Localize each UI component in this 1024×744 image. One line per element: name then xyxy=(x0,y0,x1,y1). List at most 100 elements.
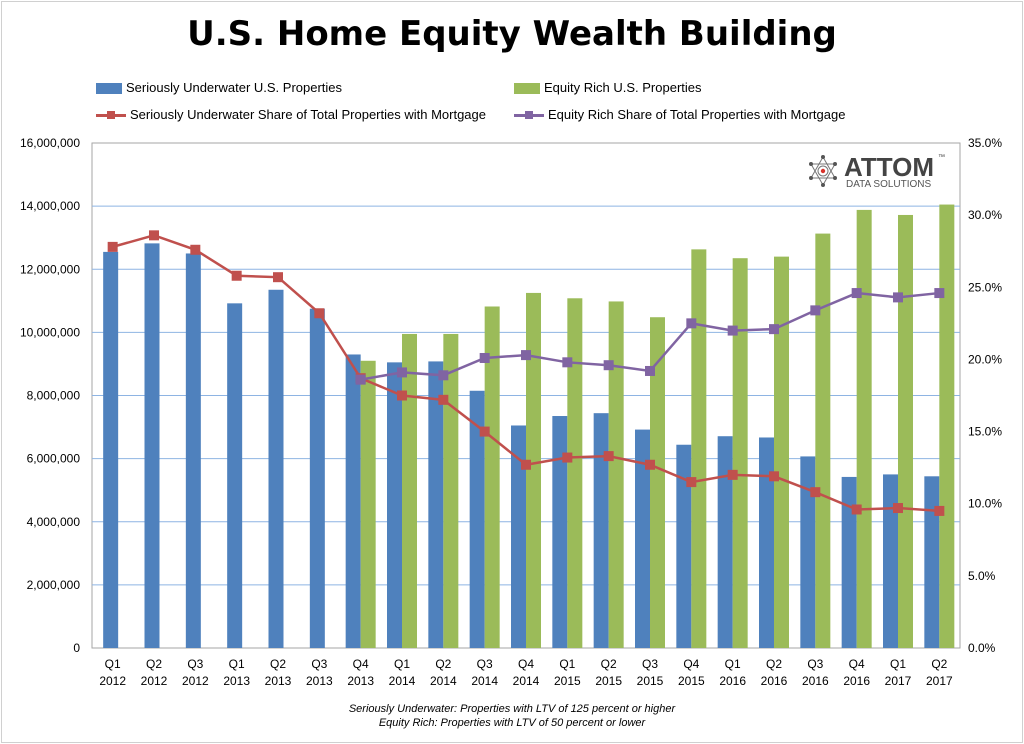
x-tick-label-quarter: Q3 xyxy=(311,657,327,671)
underwater-share-marker xyxy=(273,272,283,283)
bar-equity-rich xyxy=(856,209,872,648)
x-tick-label-year: 2016 xyxy=(802,674,829,688)
bar-equity-rich xyxy=(732,258,748,648)
x-tick-label-year: 2014 xyxy=(471,674,498,688)
y-right-tick-label: 10.0% xyxy=(968,497,1002,511)
equity-rich-share-marker xyxy=(355,374,366,385)
equity-rich-share-marker xyxy=(810,305,821,316)
equity-rich-share-marker xyxy=(934,288,945,299)
y-right-tick-label: 0.0% xyxy=(968,641,996,655)
legend-swatch-purple-line xyxy=(514,110,544,121)
underwater-share-marker xyxy=(851,504,862,515)
y-right-tick-label: 15.0% xyxy=(968,425,1002,439)
underwater-share-marker xyxy=(603,451,614,462)
underwater-share-marker xyxy=(521,459,531,470)
bar-equity-rich xyxy=(360,360,376,648)
underwater-share-marker xyxy=(893,503,903,514)
x-tick-label-quarter: Q4 xyxy=(518,657,534,671)
bar-equity-rich xyxy=(898,214,913,648)
x-tick-label-quarter: Q1 xyxy=(229,657,245,671)
x-tick-label-quarter: Q1 xyxy=(105,657,121,671)
bar-underwater xyxy=(759,437,774,648)
bar-underwater xyxy=(387,362,402,648)
y-left-tick-label: 2,000,000 xyxy=(27,578,81,592)
bar-underwater xyxy=(841,476,857,648)
bar-equity-rich xyxy=(484,306,500,648)
equity-rich-share-marker xyxy=(397,367,407,378)
equity-rich-share-marker xyxy=(851,288,862,299)
y-left-tick-label: 4,000,000 xyxy=(27,515,81,529)
bar-underwater xyxy=(676,444,692,648)
bar-underwater xyxy=(103,251,119,648)
legend-item-equity-line: Equity Rich Share of Total Properties wi… xyxy=(514,105,845,125)
x-tick-label-quarter: Q2 xyxy=(766,657,782,671)
x-tick-label-year: 2016 xyxy=(761,674,788,688)
logo-tagline: DATA SOLUTIONS xyxy=(846,179,932,190)
x-tick-label-year: 2017 xyxy=(885,674,912,688)
x-tick-label-quarter: Q3 xyxy=(477,657,493,671)
x-tick-label-year: 2012 xyxy=(182,674,209,688)
x-tick-label-year: 2015 xyxy=(595,674,622,688)
bar-equity-rich xyxy=(608,301,624,648)
legend-label-underwater-line: Seriously Underwater Share of Total Prop… xyxy=(130,107,486,122)
equity-rich-share-marker xyxy=(438,370,449,381)
y-left-tick-label: 14,000,000 xyxy=(20,199,80,213)
x-tick-label-year: 2016 xyxy=(719,674,746,688)
bar-equity-rich xyxy=(402,333,417,648)
underwater-share-marker xyxy=(686,477,697,488)
bar-equity-rich xyxy=(691,249,707,648)
underwater-share-marker xyxy=(149,230,159,241)
x-tick-label-quarter: Q1 xyxy=(394,657,410,671)
bar-underwater xyxy=(469,390,485,648)
y-left-tick-label: 0 xyxy=(73,641,80,655)
underwater-share-marker xyxy=(769,471,779,482)
y-right-tick-label: 25.0% xyxy=(968,280,1002,294)
x-tick-label-year: 2017 xyxy=(926,674,953,688)
bar-underwater xyxy=(511,425,526,648)
bar-underwater xyxy=(800,456,816,648)
footnote-equity-rich: Equity Rich: Properties with LTV of 50 p… xyxy=(378,717,646,729)
underwater-share-marker xyxy=(190,244,201,255)
logo-trademark: ™ xyxy=(938,154,945,161)
bar-underwater xyxy=(552,416,568,648)
footnotes: Seriously Underwater: Properties with LT… xyxy=(0,702,1024,730)
x-tick-label-quarter: Q2 xyxy=(931,657,947,671)
legend-swatch-green xyxy=(514,83,540,95)
y-left-tick-label: 12,000,000 xyxy=(20,262,80,276)
y-left-tick-label: 8,000,000 xyxy=(27,389,81,403)
bar-underwater xyxy=(717,436,733,648)
legend-swatch-blue xyxy=(96,83,122,95)
x-tick-label-quarter: Q2 xyxy=(270,657,286,671)
y-right-tick-label: 5.0% xyxy=(968,569,996,583)
x-tick-label-quarter: Q3 xyxy=(807,657,823,671)
y-right-tick-label: 35.0% xyxy=(968,136,1002,150)
bar-underwater xyxy=(227,303,243,648)
x-tick-label-quarter: Q2 xyxy=(435,657,451,671)
bar-equity-rich xyxy=(815,233,831,648)
bar-underwater xyxy=(924,476,940,648)
x-tick-label-year: 2015 xyxy=(637,674,664,688)
underwater-share-marker xyxy=(645,459,655,470)
x-tick-label-year: 2014 xyxy=(513,674,540,688)
y-left-tick-label: 6,000,000 xyxy=(27,452,81,466)
bar-equity-rich xyxy=(650,317,665,648)
x-tick-label-year: 2014 xyxy=(389,674,416,688)
equity-rich-share-marker xyxy=(521,350,531,361)
x-tick-label-quarter: Q2 xyxy=(601,657,617,671)
y-right-tick-label: 20.0% xyxy=(968,352,1002,366)
bar-equity-rich xyxy=(567,298,583,648)
x-tick-label-quarter: Q3 xyxy=(642,657,658,671)
bar-underwater xyxy=(345,354,361,648)
x-tick-label-year: 2013 xyxy=(265,674,292,688)
x-tick-label-year: 2016 xyxy=(843,674,870,688)
legend-item-underwater-bars: Seriously Underwater U.S. Properties xyxy=(96,78,342,98)
underwater-share-marker xyxy=(438,394,449,405)
legend-label-underwater-bars: Seriously Underwater U.S. Properties xyxy=(126,80,343,95)
x-tick-label-year: 2012 xyxy=(141,674,168,688)
x-tick-label-quarter: Q1 xyxy=(890,657,906,671)
x-tick-label-quarter: Q4 xyxy=(683,657,699,671)
bar-underwater xyxy=(268,289,284,648)
underwater-share-marker xyxy=(810,487,821,498)
y-left-tick-label: 10,000,000 xyxy=(20,325,80,339)
